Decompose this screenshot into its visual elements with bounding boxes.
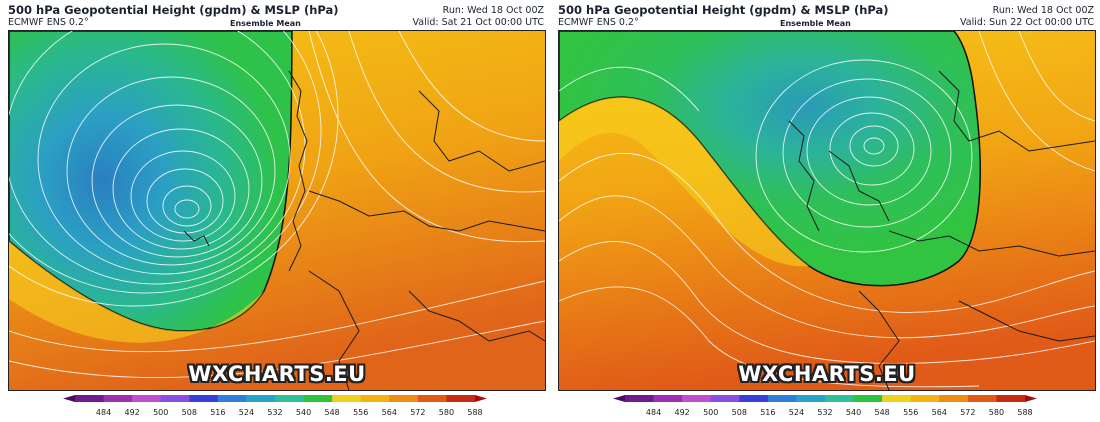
- geopotential-map-svg: [9, 31, 545, 390]
- colorbar-swatch: [767, 395, 797, 402]
- colorbar-tick-label: 540: [296, 408, 311, 417]
- run-label: Run: Wed 18 Oct 00Z: [442, 5, 544, 16]
- isobars: [559, 31, 1095, 388]
- colorbar-swatch: [103, 395, 133, 402]
- colorbar-swatch: [189, 395, 219, 402]
- colorbar-swatch: [160, 395, 190, 402]
- colorbar-swatch: [75, 395, 105, 402]
- chart-panel-left: 500 hPa Geopotential Height (gpdm) & MSL…: [6, 0, 548, 422]
- geopotential-map-svg: [559, 31, 1095, 390]
- colorbar-tick-label: 580: [989, 408, 1004, 417]
- colorbar-tick-label: 556: [903, 408, 918, 417]
- colorbar-arrow-high: [475, 395, 487, 402]
- colorbar-tick-label: 556: [353, 408, 368, 417]
- colorbar-swatch: [996, 395, 1026, 402]
- colorbar-swatch: [332, 395, 362, 402]
- run-label: Run: Wed 18 Oct 00Z: [992, 5, 1094, 16]
- colorbar-tick-label: 572: [410, 408, 425, 417]
- panel-title: 500 hPa Geopotential Height (gpdm) & MSL…: [8, 3, 339, 17]
- colorbar-swatches: [613, 395, 1037, 402]
- model-label: ECMWF ENS 0.2°: [558, 17, 639, 28]
- colorbar: 484 492 500 508 516 524 532 540 548 556 564 572 580 5…: [63, 395, 487, 417]
- colorbar-swatch: [853, 395, 883, 402]
- colorbar-tick-label: 524: [239, 408, 254, 417]
- watermark: WXCHARTS.EU: [188, 362, 366, 386]
- colorbar-labels: 484 492 500 508 516 524 532 540 548 556 564 572 580 5…: [96, 408, 483, 417]
- colorbar-tick-label: 548: [325, 408, 340, 417]
- colorbar-swatch: [246, 395, 276, 402]
- colorbar-tick-label: 500: [153, 408, 168, 417]
- weather-map: WXCHARTS.EU: [8, 30, 546, 391]
- colorbar-swatch: [360, 395, 390, 402]
- colorbar-arrow-low: [613, 395, 625, 402]
- colorbar-tick-label: 500: [703, 408, 718, 417]
- valid-time-label: Valid: Sun 22 Oct 00:00 UTC: [960, 17, 1094, 28]
- colorbar-tick-label: 516: [760, 408, 775, 417]
- colorbar-swatch: [910, 395, 940, 402]
- colorbar-tick-label: 492: [125, 408, 140, 417]
- watermark: WXCHARTS.EU: [738, 362, 916, 386]
- isobars: [9, 31, 545, 379]
- colorbar-swatch: [625, 395, 655, 402]
- panel-title: 500 hPa Geopotential Height (gpdm) & MSL…: [558, 3, 889, 17]
- colorbar-tick-label: 588: [467, 408, 482, 417]
- colorbar-swatch: [739, 395, 769, 402]
- colorbar-tick-label: 492: [675, 408, 690, 417]
- chart-panel-right: 500 hPa Geopotential Height (gpdm) & MSL…: [556, 0, 1098, 422]
- model-label: ECMWF ENS 0.2°: [8, 17, 89, 28]
- ridge-band: [559, 97, 809, 267]
- colorbar-tick-label: 572: [960, 408, 975, 417]
- subtitle-label: Ensemble Mean: [780, 19, 851, 28]
- colorbar-tick-label: 532: [267, 408, 282, 417]
- colorbar-tick-label: 524: [789, 408, 804, 417]
- ridge-band: [9, 241, 264, 343]
- colorbar-swatch: [796, 395, 826, 402]
- colorbar-tick-label: 548: [875, 408, 890, 417]
- colorbar-swatch: [275, 395, 305, 402]
- colorbar-swatch: [389, 395, 419, 402]
- colorbar-tick-label: 540: [846, 408, 861, 417]
- subtitle-label: Ensemble Mean: [230, 19, 301, 28]
- colorbar-swatch: [825, 395, 855, 402]
- colorbar-swatch: [417, 395, 447, 402]
- colorbar-swatch: [882, 395, 912, 402]
- colorbar-tick-label: 564: [382, 408, 397, 417]
- coastlines: [183, 70, 545, 390]
- colorbar-swatch: [217, 395, 247, 402]
- colorbar-swatch: [446, 395, 476, 402]
- colorbar-arrow-high: [1025, 395, 1037, 402]
- colorbar-swatch: [653, 395, 683, 402]
- colorbar-tick-label: 580: [439, 408, 454, 417]
- colorbar: 484 492 500 508 516 524 532 540 548 556 564 572 580 5…: [613, 395, 1037, 417]
- colorbar-swatch: [939, 395, 969, 402]
- coastlines: [788, 70, 1095, 390]
- colorbar-swatch: [682, 395, 712, 402]
- colorbar-arrow-low: [63, 395, 75, 402]
- colorbar-swatches: [63, 395, 487, 402]
- colorbar-tick-label: 564: [932, 408, 947, 417]
- colorbar-tick-label: 588: [1017, 408, 1032, 417]
- colorbar-tick-label: 532: [817, 408, 832, 417]
- colorbar-swatch: [303, 395, 333, 402]
- colorbar-labels: 484 492 500 508 516 524 532 540 548 556 564 572 580 5…: [646, 408, 1033, 417]
- valid-time-label: Valid: Sat 21 Oct 00:00 UTC: [412, 17, 545, 28]
- colorbar-swatch: [967, 395, 997, 402]
- colorbar-swatch: [710, 395, 740, 402]
- colorbar-swatch: [132, 395, 162, 402]
- weather-map: WXCHARTS.EU: [558, 30, 1096, 391]
- colorbar-tick-label: 508: [182, 408, 197, 417]
- colorbar-tick-label: 508: [732, 408, 747, 417]
- colorbar-tick-label: 516: [210, 408, 225, 417]
- colorbar-tick-label: 484: [646, 408, 661, 417]
- colorbar-tick-label: 484: [96, 408, 111, 417]
